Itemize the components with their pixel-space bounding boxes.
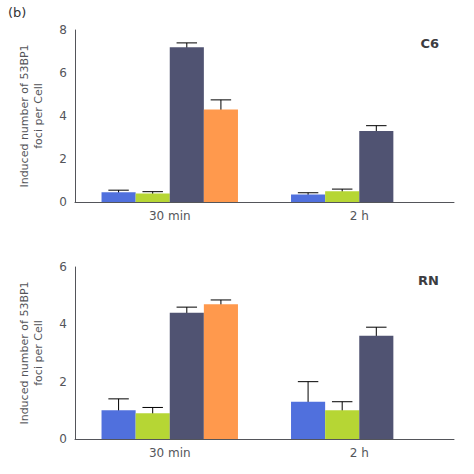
svg-text:8: 8: [59, 23, 67, 37]
svg-text:30 min: 30 min: [149, 209, 191, 223]
svg-text:RN: RN: [418, 273, 439, 288]
svg-text:0: 0: [59, 195, 67, 209]
svg-text:Induced number of 53BP1: Induced number of 53BP1: [18, 44, 31, 187]
svg-text:foci per Cell: foci per Cell: [32, 320, 45, 386]
svg-text:foci per Cell: foci per Cell: [32, 83, 45, 149]
svg-text:2: 2: [59, 375, 67, 389]
svg-text:30 min: 30 min: [149, 446, 191, 460]
svg-text:6: 6: [59, 260, 67, 274]
svg-text:(b): (b): [8, 5, 26, 20]
svg-text:0: 0: [59, 432, 67, 446]
svg-text:C6: C6: [420, 36, 439, 51]
svg-text:4: 4: [59, 109, 67, 123]
svg-text:Induced number of 53BP1: Induced number of 53BP1: [18, 281, 31, 424]
svg-text:2: 2: [59, 152, 67, 166]
svg-text:6: 6: [59, 66, 67, 80]
svg-text:2 h: 2 h: [350, 446, 369, 460]
svg-text:4: 4: [59, 317, 67, 331]
svg-text:2 h: 2 h: [350, 209, 369, 223]
